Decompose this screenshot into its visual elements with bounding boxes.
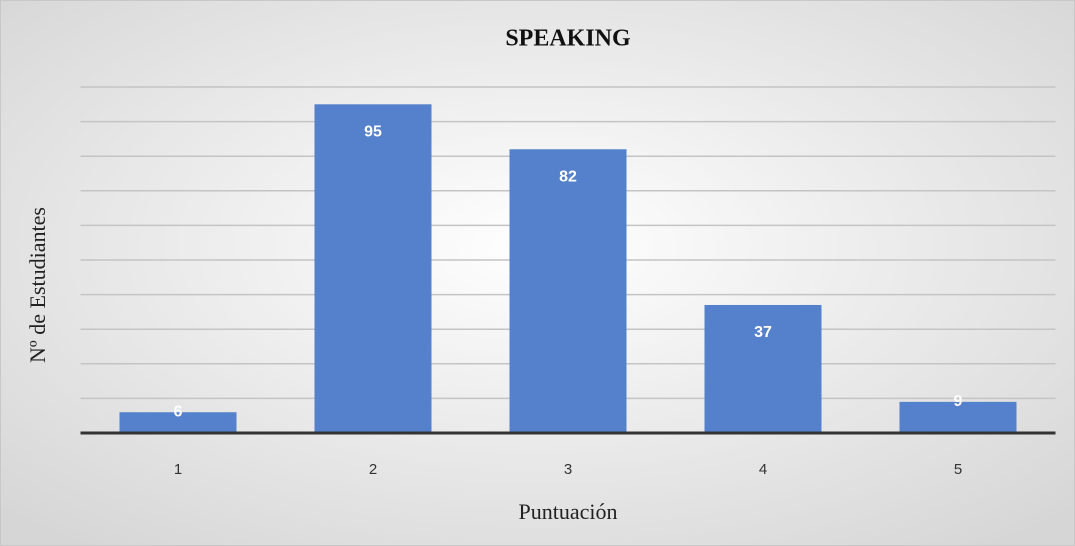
x-tick-label: 3 [564, 461, 572, 478]
bar [704, 304, 822, 433]
x-tick-label: 5 [954, 461, 962, 478]
chart-title: SPEAKING [505, 26, 631, 52]
data-label: 37 [754, 324, 772, 341]
x-tick-label: 2 [369, 461, 377, 478]
data-label: 6 [174, 403, 183, 420]
data-label: 9 [954, 393, 963, 410]
bar [509, 149, 627, 433]
x-tick-label: 4 [759, 461, 767, 478]
bar [314, 104, 432, 434]
bar [119, 412, 237, 433]
data-label: 82 [559, 168, 577, 185]
data-label: 95 [364, 124, 382, 141]
x-tick-label: 1 [174, 461, 182, 478]
y-axis-label: Nº de Estudiantes [25, 207, 50, 363]
x-axis-label: Puntuación [519, 499, 618, 524]
bar [899, 401, 1017, 433]
